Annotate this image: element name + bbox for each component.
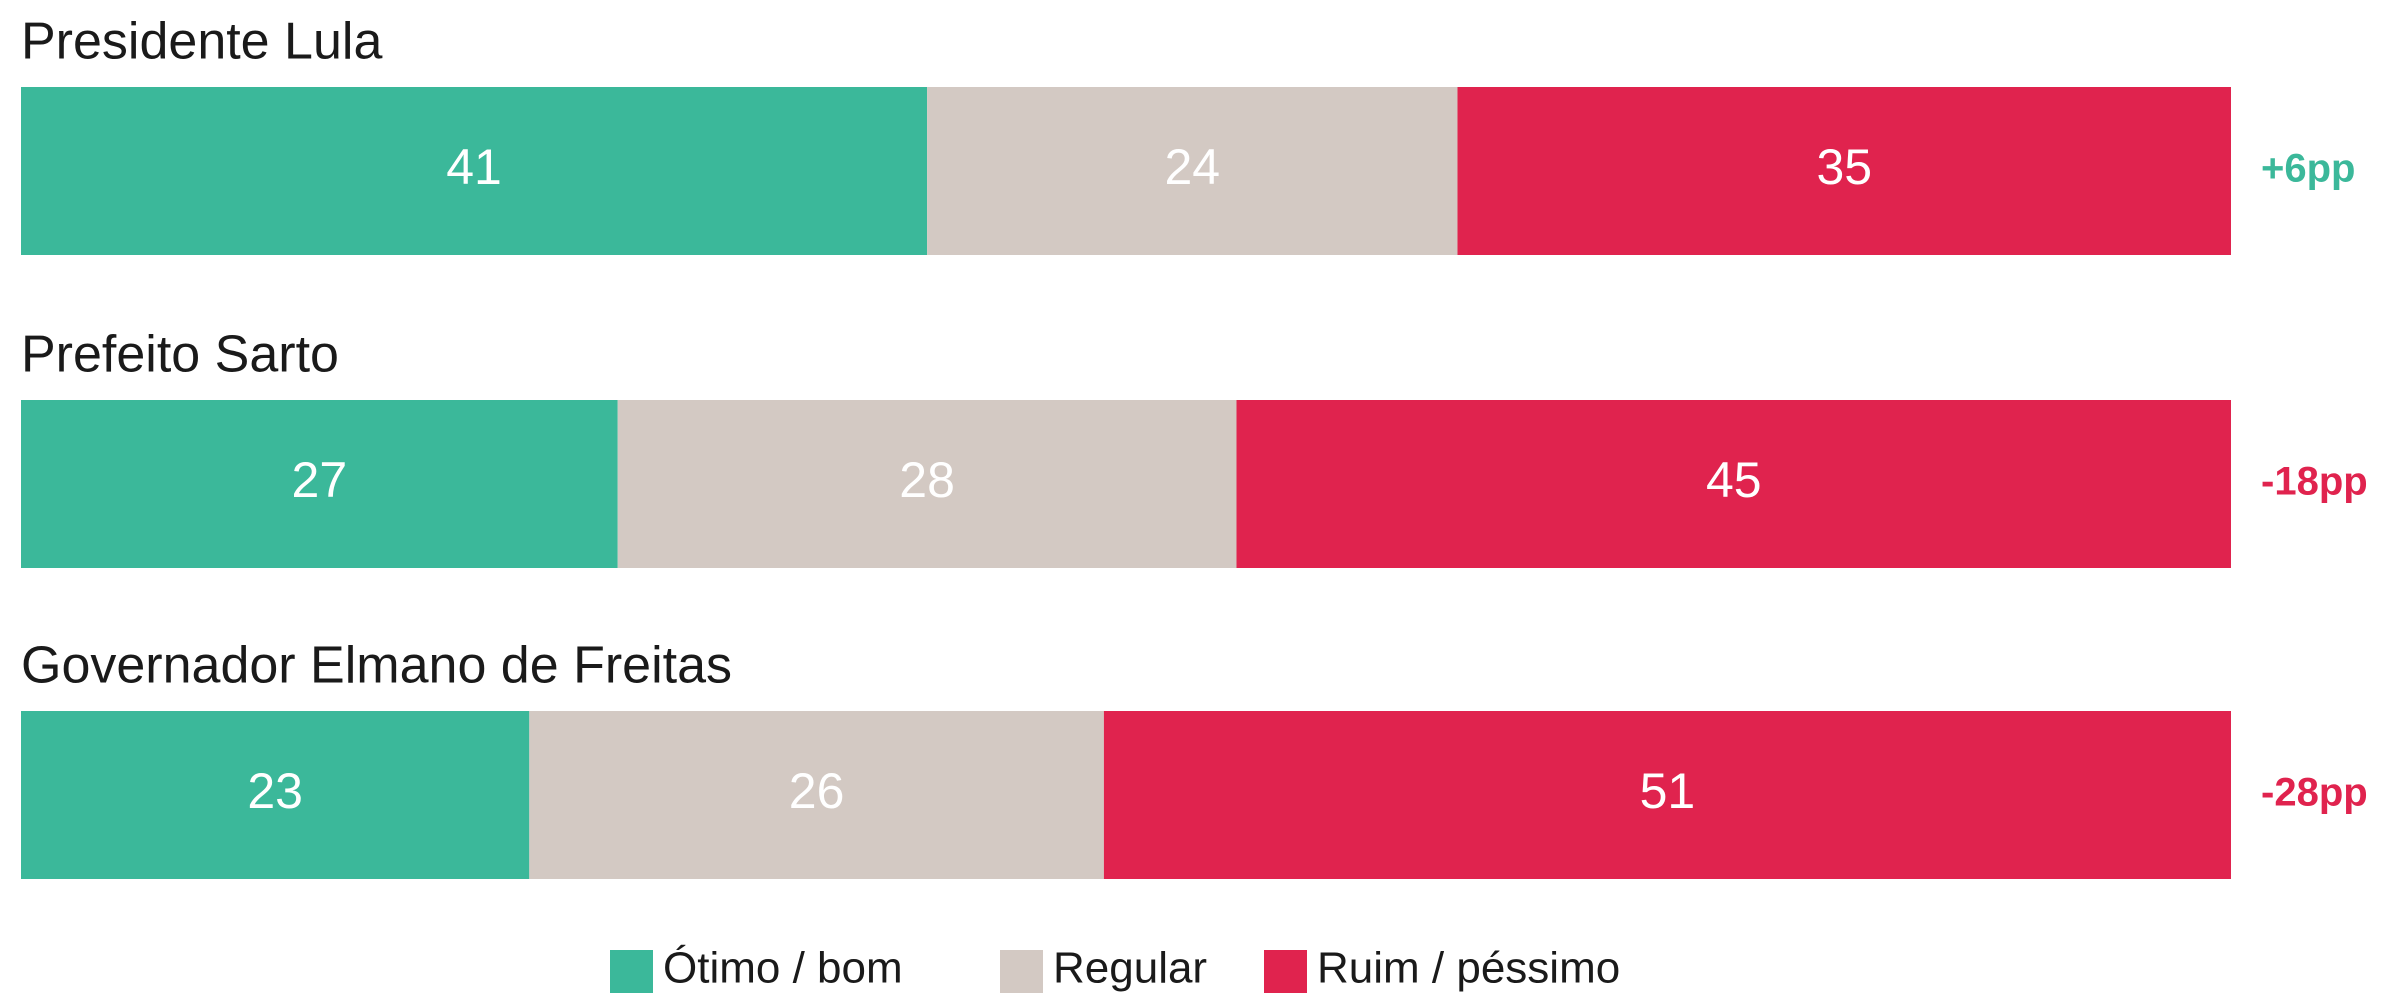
bar-segment [21, 711, 530, 879]
value-label: 51 [1640, 763, 1696, 819]
annotation: -18pp [2261, 460, 2368, 504]
annotation: -28pp [2261, 771, 2368, 815]
category-label: Prefeito Sarto [21, 326, 339, 384]
annotation: +6pp [2261, 147, 2355, 191]
value-label: 45 [1706, 452, 1762, 508]
legend-swatch [1000, 950, 1043, 993]
legend-swatch [1264, 950, 1307, 993]
value-label: 27 [292, 452, 348, 508]
value-label: 26 [789, 763, 845, 819]
bar-segment [1103, 711, 2231, 879]
category-label: Governador Elmano de Freitas [21, 637, 732, 695]
bar-segment [617, 400, 1237, 568]
bar-segment [1457, 87, 2231, 255]
legend-label: Ótimo / bom [663, 944, 903, 993]
bar-segment [21, 87, 928, 255]
value-label: 41 [446, 139, 502, 195]
value-label: 28 [899, 452, 955, 508]
value-label: 23 [247, 763, 303, 819]
value-label: 35 [1816, 139, 1872, 195]
legend-swatch [610, 950, 653, 993]
value-label: 24 [1164, 139, 1220, 195]
bar-segment [21, 400, 618, 568]
legend-label: Ruim / péssimo [1317, 944, 1620, 993]
category-label: Presidente Lula [21, 13, 382, 71]
bar-segment [1236, 400, 2231, 568]
bar-segment [529, 711, 1104, 879]
bar-segment [927, 87, 1458, 255]
legend-label: Regular [1053, 944, 1207, 993]
